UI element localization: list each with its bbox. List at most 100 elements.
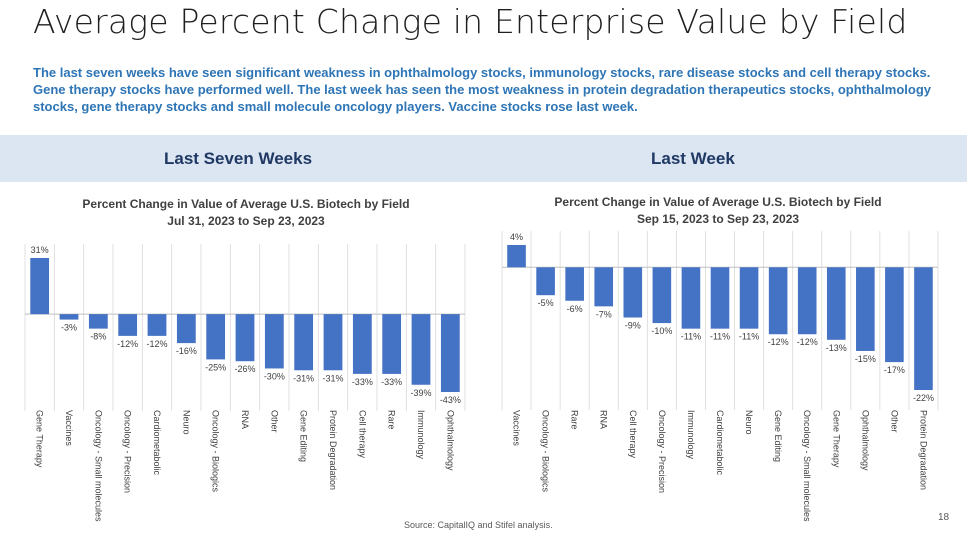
data-label: -11% (681, 332, 701, 342)
bar (30, 258, 50, 315)
data-label: -25% (205, 362, 226, 372)
category-label: Gene Therapy (831, 410, 841, 468)
category-label: Oncology - Small molecules (93, 410, 103, 522)
category-label: Other (889, 410, 899, 433)
data-label: -39% (410, 388, 431, 398)
bar (739, 267, 759, 329)
data-label: -13% (826, 343, 847, 353)
category-label: Immunology (686, 410, 696, 460)
category-label: Neuro (744, 410, 754, 435)
data-label: -11% (710, 332, 730, 342)
bar (681, 267, 701, 329)
bar (176, 314, 196, 344)
data-label: -22% (913, 393, 934, 403)
data-label: -12% (797, 337, 818, 347)
page-number: 18 (938, 512, 950, 523)
data-label: -15% (855, 354, 876, 364)
last-seven-weeks-heading: Last Seven Weeks (164, 149, 313, 168)
bar (594, 267, 614, 307)
seven-week-chart-title-line1: Percent Change in Value of Average U.S. … (82, 197, 410, 211)
bar (235, 314, 255, 362)
data-label: 31% (31, 245, 49, 255)
data-label: -7% (596, 309, 612, 319)
data-label: -10% (651, 326, 672, 336)
bar (118, 314, 138, 336)
last-week-chart-date-range: Sep 15, 2023 to Sep 23, 2023 (636, 212, 800, 226)
seven-week-bar-chart: 31% Gene Therapy -3% Vaccines -8% Oncology - … (24, 244, 466, 522)
bar (914, 267, 933, 390)
category-label: Cardiometabolic (152, 410, 162, 476)
data-label: -11% (739, 332, 759, 342)
data-label: -12% (146, 339, 167, 349)
data-label: -16% (176, 346, 197, 356)
data-label: 4% (510, 232, 523, 242)
bar (382, 314, 402, 374)
data-label: -33% (381, 377, 402, 387)
bar (294, 314, 314, 371)
category-label: RNA (240, 410, 250, 429)
bar (88, 314, 108, 329)
category-label: Ophthalmology (860, 410, 870, 471)
bar (623, 267, 643, 318)
data-label: -31% (293, 373, 314, 383)
bar (147, 314, 167, 336)
bar (768, 267, 788, 335)
data-label: -30% (264, 371, 285, 381)
category-label: Cell therapy (357, 410, 367, 459)
last-week-chart-title-line1: Percent Change in Value of Average U.S. … (554, 195, 882, 209)
data-label: -9% (625, 321, 641, 331)
category-label: Immunology (416, 410, 426, 460)
bar (885, 267, 904, 363)
bar (652, 267, 672, 324)
bar (856, 267, 875, 351)
last-week-bar-chart: 4% Vaccines -5% Oncology - Biologics -6% Rare… (501, 231, 939, 522)
data-label: -31% (322, 373, 343, 383)
data-label: -6% (567, 304, 583, 314)
category-label: RNA (599, 410, 609, 429)
data-label: -17% (884, 365, 905, 375)
category-label: Rare (387, 410, 397, 430)
bar (710, 267, 730, 329)
bar (826, 267, 846, 340)
bar (507, 245, 526, 268)
data-label: -12% (117, 339, 138, 349)
slide-subtitle: The last seven weeks have seen significa… (33, 65, 931, 114)
bar (206, 314, 226, 360)
data-label: -33% (352, 377, 373, 387)
category-label: Other (269, 410, 279, 433)
last-week-heading: Last Week (651, 149, 735, 168)
source-note: Source: CapitalIQ and Stifel analysis. (404, 520, 553, 530)
bar (59, 314, 79, 320)
slide-title: Average Percent Change in Enterprise Val… (33, 2, 908, 41)
category-label: Rare (570, 410, 580, 430)
category-label: Oncology - Precision (657, 410, 667, 493)
category-label: Neuro (181, 410, 191, 435)
category-label: Gene Therapy (35, 410, 45, 468)
data-label: -8% (90, 332, 106, 342)
bar (264, 314, 284, 369)
category-label: Oncology - Biologics (541, 410, 551, 493)
bar (797, 267, 817, 335)
seven-week-chart-date-range: Jul 31, 2023 to Sep 23, 2023 (167, 214, 325, 228)
data-label: -26% (234, 364, 255, 374)
category-label: Oncology - Biologics (211, 410, 221, 493)
bar (565, 267, 584, 301)
bar (352, 314, 372, 374)
data-label: -5% (538, 298, 554, 308)
section-band (0, 135, 967, 182)
category-label: Oncology - Precision (123, 410, 133, 493)
data-label: -3% (61, 323, 77, 333)
category-label: Cell therapy (628, 410, 638, 459)
category-label: Oncology - Small molecules (802, 410, 812, 522)
category-label: Vaccines (512, 410, 522, 446)
last-week-chart-title: Percent Change in Value of Average U.S. … (508, 194, 928, 228)
category-label: Gene Editing (299, 410, 309, 462)
bar (536, 267, 555, 296)
data-label: -12% (768, 337, 789, 347)
category-label: Vaccines (64, 410, 74, 446)
category-label: Ophthalmology (445, 410, 455, 471)
category-label: Gene Editing (773, 410, 783, 462)
category-label: Cardiometabolic (715, 410, 725, 476)
bar (440, 314, 460, 392)
category-label: Protein Degradation (328, 410, 338, 490)
